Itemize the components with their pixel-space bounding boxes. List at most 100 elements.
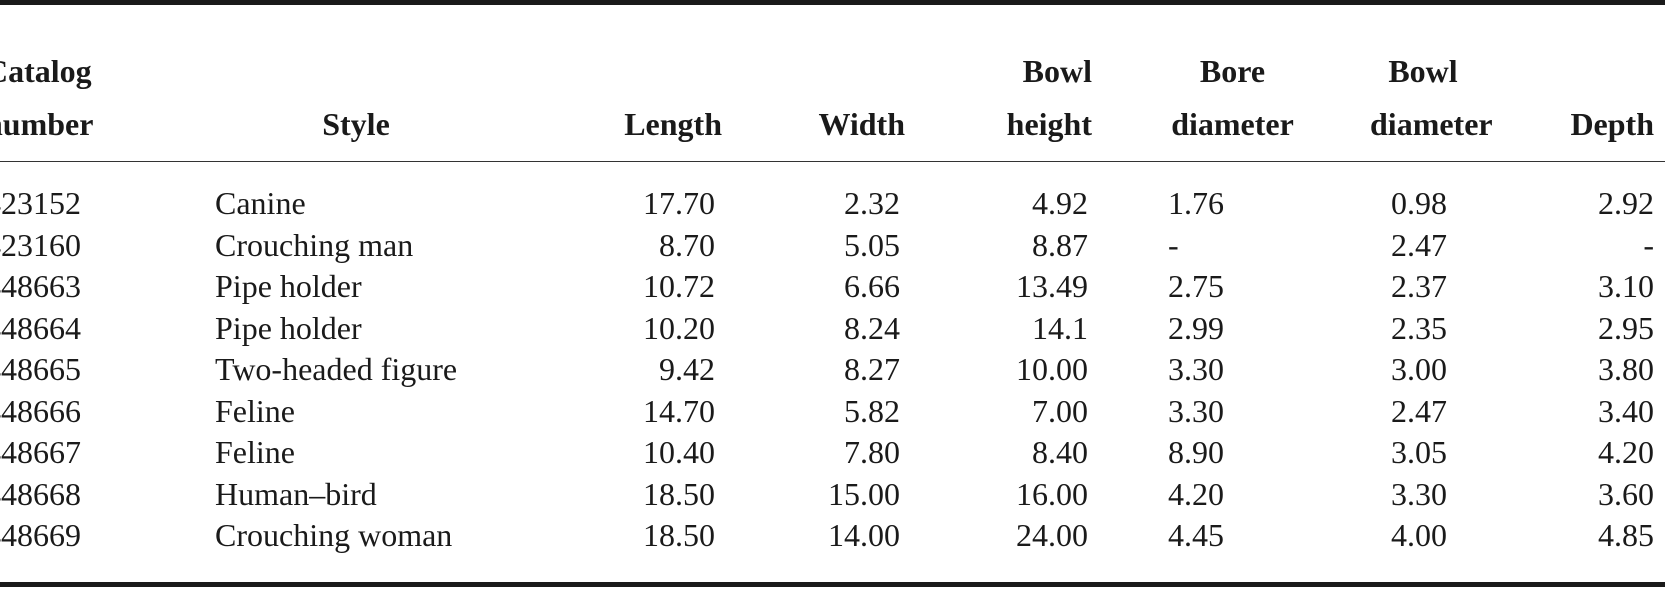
table-cell: 4.00	[1370, 515, 1476, 557]
cell-text: 14.00	[828, 517, 900, 553]
cell-text: 448664	[0, 309, 81, 346]
cell-text: Crouching man	[215, 226, 414, 263]
table-cell: 6.66	[722, 266, 905, 308]
table-row: 448668 Human–bird 18.50 15.00 16.00 4.20 3.30 3…	[0, 474, 1665, 516]
table-cell: 4.45	[1095, 515, 1370, 557]
table-cell: 2.92	[1476, 162, 1665, 225]
cell-text: 448663	[0, 268, 81, 304]
cell-text: Human–bird	[215, 475, 377, 512]
cell-text: 8.70	[659, 226, 715, 263]
table-cell: 5.82	[722, 391, 905, 433]
header-line: diameter	[1370, 106, 1493, 142]
column-header: Bowl diameter	[1370, 5, 1493, 162]
cell-text: 18.50	[643, 475, 715, 512]
column-header: Width	[722, 5, 905, 162]
column-header: Style	[200, 5, 540, 162]
table-cell: 13.49	[905, 266, 1095, 308]
cell-text: 1.76	[1168, 185, 1224, 221]
table-cell: 14.00	[722, 515, 905, 557]
cell-text: 18.50	[643, 517, 715, 553]
cell-text: 3.00	[1391, 351, 1447, 387]
cell-text: 423160	[0, 226, 81, 263]
cell-text: 448665	[0, 351, 81, 387]
cell-text: 448668	[0, 475, 81, 512]
cell-text: Crouching woman	[215, 517, 453, 553]
cell-text: 3.30	[1391, 475, 1447, 512]
cell-text: 448667	[0, 434, 81, 470]
header-line: Catalog	[0, 53, 92, 89]
cell-text: 2.35	[1391, 309, 1447, 346]
cell-text: -	[1168, 226, 1179, 263]
table-row: 448664 Pipe holder 10.20 8.24 14.1 2.99 2.35 2.…	[0, 308, 1665, 350]
cell-text: 7.00	[1032, 392, 1088, 429]
table-cell: 7.80	[722, 432, 905, 474]
cell-text: 3.40	[1598, 392, 1654, 429]
column-header: Length	[540, 5, 722, 162]
table-cell: 3.80	[1476, 349, 1665, 391]
table-cell: 3.05	[1370, 432, 1476, 474]
cell-text: 2.37	[1391, 268, 1447, 304]
cell-text: 2.99	[1168, 309, 1224, 346]
cell-text: 8.87	[1032, 226, 1088, 263]
table-cell: 3.00	[1370, 349, 1476, 391]
cell-text: 4.85	[1598, 517, 1654, 553]
table-cell: 7.00	[905, 391, 1095, 433]
table-cell: 3.60	[1476, 474, 1665, 516]
table-row: 423152 Canine 17.70 2.32 4.92 1.76 0.98 2.92	[0, 162, 1665, 225]
cell-text: 5.05	[844, 226, 900, 263]
table-cell: 448665	[0, 349, 200, 391]
measurement-table: CatalognumberStyleLengthWidthBowlheightB…	[0, 5, 1665, 557]
table-row: 448666 Feline 14.70 5.82 7.00 3.30 2.47 3.40	[0, 391, 1665, 433]
cell-text: Pipe holder	[215, 268, 362, 304]
table-cell: Two-headed figure	[200, 349, 540, 391]
cell-text: 8.40	[1032, 434, 1088, 470]
table-cell: Human–bird	[200, 474, 540, 516]
table-cell: 4.20	[1476, 432, 1665, 474]
cell-text: 2.47	[1391, 392, 1447, 429]
table-cell: -	[1476, 225, 1665, 267]
table-cell: 2.47	[1370, 225, 1476, 267]
table-cell: 17.70	[540, 162, 722, 225]
table-row: 448669 Crouching woman 18.50 14.00 24.00 4.45…	[0, 515, 1665, 557]
table-cell: 3.30	[1370, 474, 1476, 516]
cell-text: 8.24	[844, 309, 900, 346]
cell-text: 8.90	[1168, 434, 1224, 470]
table-cell: 3.40	[1476, 391, 1665, 433]
cell-text: 15.00	[828, 475, 900, 512]
header-line: diameter	[1171, 106, 1294, 142]
cell-text: -	[1643, 226, 1654, 263]
cell-text: 14.1	[1032, 309, 1088, 346]
table-cell: 8.90	[1095, 432, 1370, 474]
table-cell: 2.99	[1095, 308, 1370, 350]
cell-text: Canine	[215, 185, 306, 221]
table-cell: Pipe holder	[200, 266, 540, 308]
top-rule	[0, 0, 1665, 5]
table-cell: 8.40	[905, 432, 1095, 474]
cell-text: 10.40	[643, 434, 715, 470]
table-cell: 2.35	[1370, 308, 1476, 350]
cell-text: 13.49	[1016, 268, 1088, 304]
table-cell: 2.95	[1476, 308, 1665, 350]
table-cell: -	[1095, 225, 1370, 267]
table-cell: 14.1	[905, 308, 1095, 350]
table-cell: 3.30	[1095, 391, 1370, 433]
cell-text: 17.70	[643, 185, 715, 221]
cell-text: 2.47	[1391, 226, 1447, 263]
cell-text: 9.42	[659, 351, 715, 387]
cell-text: 3.30	[1168, 392, 1224, 429]
table-cell: 8.27	[722, 349, 905, 391]
cell-text: 2.92	[1598, 185, 1654, 221]
cell-text: 7.80	[844, 434, 900, 470]
table-cell: 24.00	[905, 515, 1095, 557]
cell-text: 2.95	[1598, 309, 1654, 346]
column-header: Bowl height	[905, 5, 1095, 162]
table-cell: 18.50	[540, 474, 722, 516]
column-header: Depth	[1476, 5, 1665, 162]
cell-text: 423152	[0, 185, 81, 221]
table-cell: 2.47	[1370, 391, 1476, 433]
table-cell: 448669	[0, 515, 200, 557]
cell-text: Feline	[215, 434, 295, 470]
header-line: Bowl	[1022, 53, 1092, 89]
table-cell: 18.50	[540, 515, 722, 557]
